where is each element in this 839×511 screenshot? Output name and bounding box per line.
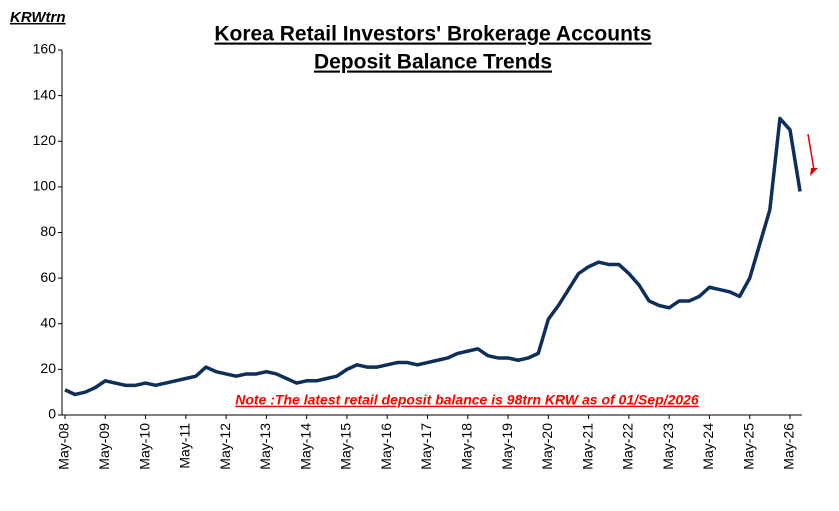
line-series bbox=[64, 116, 802, 397]
arrow-head bbox=[810, 168, 818, 176]
y-tick-label: 80 bbox=[40, 223, 56, 239]
x-tick-label: May-19 bbox=[499, 423, 515, 470]
x-tick-label: May-18 bbox=[458, 423, 474, 470]
x-tick-label: May-15 bbox=[338, 423, 354, 470]
annotation: Note :The latest retail deposit balance … bbox=[235, 392, 699, 408]
x-tick-label: May-23 bbox=[660, 423, 676, 470]
y-tick-label: 20 bbox=[40, 360, 56, 376]
x-tick-label: May-13 bbox=[257, 423, 273, 470]
x-tick-label: May-20 bbox=[539, 423, 555, 470]
x-tick-label: May-26 bbox=[781, 423, 797, 470]
y-tick-label: 140 bbox=[33, 86, 57, 102]
x-tick-label: May-17 bbox=[418, 423, 434, 470]
x-tick-label: May-24 bbox=[700, 423, 716, 470]
x-tick-label: May-10 bbox=[136, 423, 152, 470]
x-tick-label: May-25 bbox=[740, 423, 756, 470]
x-tick-label: May-08 bbox=[56, 423, 72, 470]
x-tick-label: May-12 bbox=[217, 423, 233, 470]
y-tick-label: 100 bbox=[33, 178, 57, 194]
x-tick-label: May-21 bbox=[579, 423, 595, 470]
x-tick-label: May-16 bbox=[378, 423, 394, 470]
y-tick-label: 60 bbox=[40, 269, 56, 285]
chart-title: Deposit Balance Trends bbox=[314, 51, 552, 74]
chart-title: Korea Retail Investors' Brokerage Accoun… bbox=[214, 23, 651, 46]
y-tick-label: 120 bbox=[33, 132, 57, 148]
x-tick-label: May-14 bbox=[297, 423, 313, 470]
x-tick-label: May-22 bbox=[620, 423, 636, 470]
y-axis-label: KRWtrn bbox=[10, 9, 66, 26]
x-tick-label: May-09 bbox=[96, 423, 112, 470]
y-tick-label: 0 bbox=[48, 406, 56, 422]
arrow bbox=[807, 133, 815, 171]
x-tick-label: May-11 bbox=[177, 423, 193, 469]
y-tick-label: 40 bbox=[40, 314, 56, 330]
y-tick-label: 160 bbox=[33, 41, 57, 57]
